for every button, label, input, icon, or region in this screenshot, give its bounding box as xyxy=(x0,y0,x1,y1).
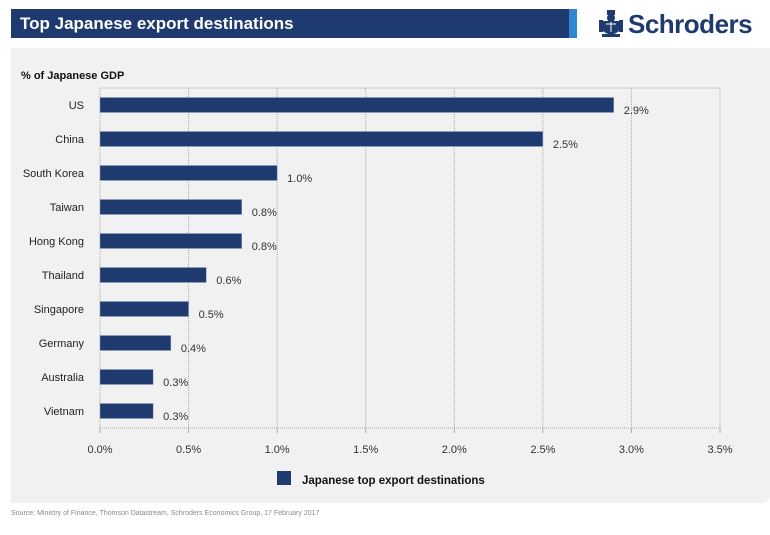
brand-name: Schroders xyxy=(628,8,753,39)
bar xyxy=(99,267,207,283)
bar xyxy=(99,165,278,181)
data-label: 0.8% xyxy=(252,207,277,219)
x-tick-label: 2.5% xyxy=(530,444,555,456)
bar xyxy=(99,97,614,113)
bar xyxy=(99,301,189,317)
category-label: US xyxy=(69,100,84,112)
title-bar xyxy=(11,9,569,38)
x-tick-label: 3.0% xyxy=(619,444,644,456)
category-label: Germany xyxy=(39,338,85,350)
data-label: 2.9% xyxy=(624,105,649,117)
data-label: 0.6% xyxy=(216,275,241,287)
crest-icon xyxy=(599,10,623,37)
legend-label: Japanese top export destinations xyxy=(302,475,485,487)
x-tick-label: 1.5% xyxy=(353,444,378,456)
title-accent xyxy=(569,9,577,38)
data-label: 0.3% xyxy=(163,411,188,423)
data-label: 0.5% xyxy=(199,309,224,321)
y-axis-title: % of Japanese GDP xyxy=(21,70,125,82)
data-label: 0.3% xyxy=(163,377,188,389)
category-label: Thailand xyxy=(42,270,84,282)
brand-logo: Schroders xyxy=(598,8,753,40)
data-label: 2.5% xyxy=(553,139,578,151)
bar xyxy=(99,131,544,147)
x-tick-label: 3.5% xyxy=(707,444,732,456)
data-label: 0.4% xyxy=(181,343,206,355)
x-tick-label: 0.0% xyxy=(87,444,112,456)
x-tick-label: 1.0% xyxy=(265,444,290,456)
category-label: China xyxy=(55,134,85,146)
data-label: 0.8% xyxy=(252,241,277,253)
bar xyxy=(99,369,154,385)
category-label: Hong Kong xyxy=(29,236,84,248)
source-note: Source: Ministry of Finance, Thomson Dat… xyxy=(11,510,320,517)
bar xyxy=(99,403,154,419)
legend-swatch xyxy=(277,471,291,485)
category-label: Taiwan xyxy=(50,202,84,214)
bar xyxy=(99,199,242,215)
bar xyxy=(99,233,242,249)
category-label: Vietnam xyxy=(44,406,84,418)
data-label: 1.0% xyxy=(287,173,312,185)
category-label: South Korea xyxy=(23,168,85,180)
category-label: Singapore xyxy=(34,304,84,316)
bar xyxy=(99,335,172,351)
x-tick-label: 2.0% xyxy=(442,444,467,456)
category-label: Australia xyxy=(41,372,85,384)
chart-title: Top Japanese export destinations xyxy=(20,14,294,33)
x-tick-label: 0.5% xyxy=(176,444,201,456)
